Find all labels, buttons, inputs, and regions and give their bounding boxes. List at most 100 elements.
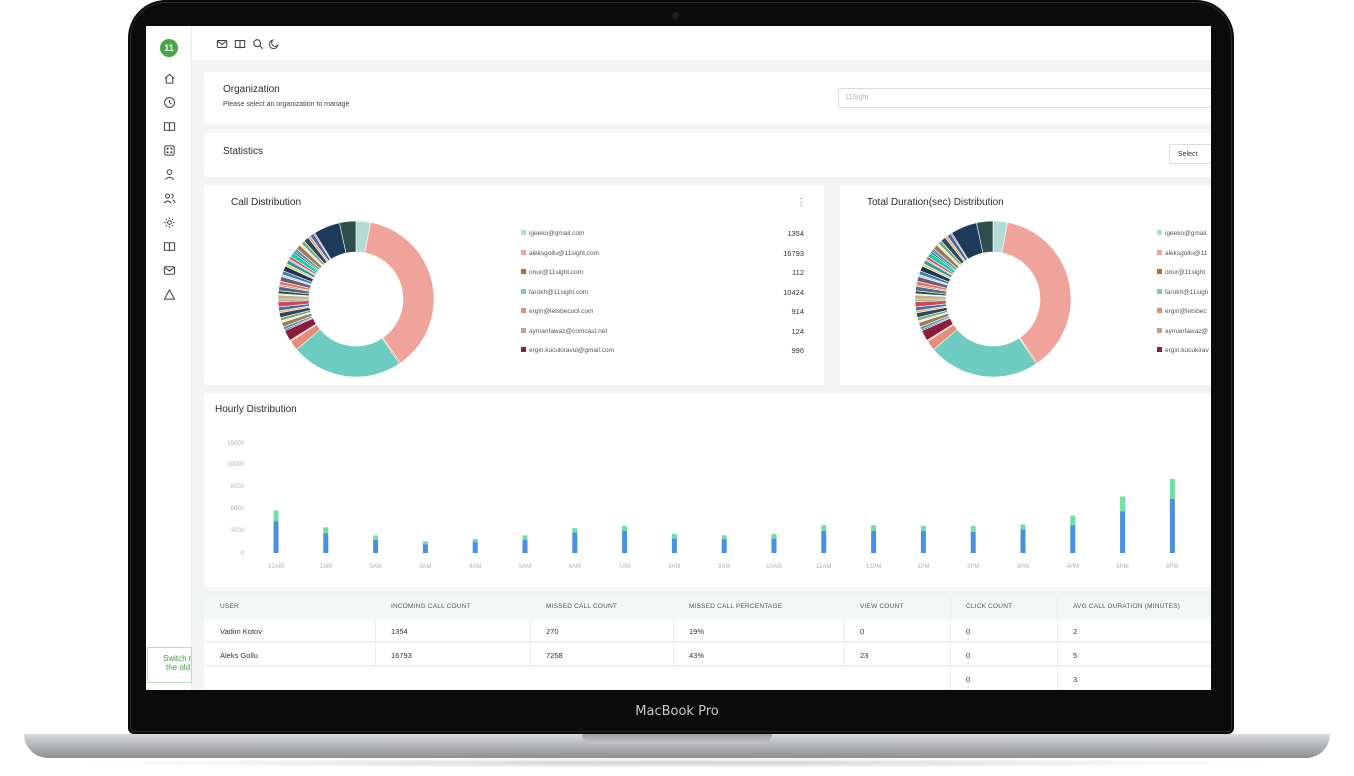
bar-segment-secondary[interactable] (771, 533, 777, 539)
bar-segment-secondary[interactable] (622, 525, 628, 531)
bar-segment-primary[interactable] (622, 531, 628, 553)
cell-avg-duration: 2 (1073, 627, 1078, 636)
bar-segment-secondary[interactable] (920, 525, 926, 531)
bar-segment-primary[interactable] (671, 538, 677, 553)
bar-segment-primary[interactable] (572, 532, 578, 553)
legend-label: igeeko@gmail. (1165, 230, 1209, 237)
legend-item[interactable]: ergin@letsbec (1157, 308, 1207, 318)
search-icon[interactable] (252, 38, 264, 50)
gear-icon[interactable] (163, 216, 176, 229)
legend-item[interactable]: ergin.kucukirav (1157, 347, 1209, 357)
legend-item[interactable]: igeeko@gmail.com (521, 230, 584, 240)
bar-segment-secondary[interactable] (522, 535, 528, 540)
legend-item[interactable]: aleksgollu@11 (1157, 249, 1207, 260)
bar-segment-secondary[interactable] (1120, 496, 1126, 512)
legend-item[interactable]: onur@11sight.com (521, 269, 583, 279)
bar-segment-secondary[interactable] (422, 541, 428, 545)
bar-segment-secondary[interactable] (871, 525, 877, 531)
legend-swatch (521, 230, 526, 235)
book-icon[interactable] (234, 38, 246, 50)
legend-label: onur@11sight.com (529, 269, 584, 276)
bar-segment-secondary[interactable] (1169, 478, 1175, 499)
alert-icon[interactable] (163, 288, 176, 301)
donut-slice[interactable] (364, 222, 435, 364)
bar-segment-secondary[interactable] (671, 533, 677, 539)
bar-segment-secondary[interactable] (970, 525, 976, 532)
bar-segment-primary[interactable] (522, 539, 528, 553)
legend-item[interactable]: aleksgollu@11sight.com (521, 249, 599, 260)
th-missed[interactable]: MISSED CALL COUNT (546, 603, 618, 610)
donut-slice[interactable] (976, 220, 994, 254)
cell-view: 0 (860, 627, 865, 636)
moon-icon[interactable] (268, 38, 280, 50)
bar-segment-primary[interactable] (1169, 498, 1175, 553)
donut-slice[interactable] (1001, 222, 1072, 364)
th-click[interactable]: CLICK COUNT (966, 603, 1013, 610)
duration-distribution-donut (914, 220, 1072, 378)
bar-segment-primary[interactable] (1070, 525, 1076, 553)
mail-icon[interactable] (216, 38, 228, 50)
bar-segment-primary[interactable] (871, 531, 877, 553)
legend-item[interactable]: farokh@11sigh (1157, 288, 1209, 299)
bar-segment-secondary[interactable] (721, 535, 727, 540)
legend-label: ergin@letsbecool.com (529, 308, 594, 315)
bar-segment-secondary[interactable] (1070, 515, 1076, 526)
donut-slice[interactable] (339, 220, 357, 254)
organization-select-input[interactable]: 11Sight (838, 88, 1211, 108)
y-tick-label: 15000 (227, 441, 244, 447)
bar-segment-secondary[interactable] (572, 528, 578, 533)
bar-segment-primary[interactable] (721, 539, 727, 553)
legend-label: igeeko@gmail.com (529, 230, 585, 237)
legend-value: 16793 (783, 248, 804, 258)
topbar (192, 26, 1211, 62)
th-missed-pct[interactable]: MISSED CALL PERCENTAGE (689, 603, 783, 610)
user-icon[interactable] (163, 168, 176, 181)
users-icon[interactable] (163, 192, 176, 205)
legend-label: aymanfawaz@comcast.net (529, 327, 608, 335)
bar-segment-primary[interactable] (970, 531, 976, 553)
table-row[interactable]: 0 3 (204, 667, 1211, 690)
legend-item[interactable]: onur@11sight. (1157, 269, 1207, 279)
mail-icon[interactable] (163, 264, 176, 277)
th-view[interactable]: VIEW COUNT (860, 603, 904, 610)
th-avg-duration[interactable]: AVG CALL DURATION (MINUTES) (1073, 603, 1181, 610)
grid-icon[interactable] (163, 144, 176, 157)
bar-segment-primary[interactable] (273, 521, 279, 553)
bar-segment-primary[interactable] (472, 542, 478, 553)
bar-segment-primary[interactable] (821, 531, 827, 553)
legend-item[interactable]: farokh@11sight.com (521, 288, 588, 299)
statistics-select[interactable]: Select (1169, 144, 1211, 164)
bar-segment-primary[interactable] (373, 539, 379, 553)
bar-segment-secondary[interactable] (273, 510, 279, 522)
bar-segment-primary[interactable] (323, 533, 329, 553)
bar-segment-primary[interactable] (771, 538, 777, 553)
bar-segment-secondary[interactable] (1020, 524, 1026, 530)
x-tick-label: 12AM (268, 564, 284, 570)
bar-segment-primary[interactable] (422, 544, 428, 553)
legend-item[interactable]: aymanfawaz@ (1157, 327, 1208, 338)
clock-icon[interactable] (163, 96, 176, 109)
home-icon[interactable] (163, 72, 176, 85)
th-incoming[interactable]: INCOMING CALL COUNT (391, 603, 471, 610)
kebab-icon[interactable]: ⋮ (796, 197, 806, 208)
bar-segment-secondary[interactable] (373, 535, 379, 540)
hourly-bar-chart: 15000 10000 8000 6000 3000 0 12AM 1AM 2AM 3AM 4AM 5… (227, 441, 1178, 570)
legend-label: farokh@11sigh (1165, 288, 1209, 296)
switch-old-ui-button[interactable]: Switch to the old (147, 647, 192, 683)
legend-item[interactable]: aymanfawaz@comcast.net (521, 327, 608, 338)
bar-segment-secondary[interactable] (821, 525, 827, 531)
legend-item[interactable]: ergin@letsbecool.com (521, 308, 593, 318)
book-open-icon[interactable] (163, 240, 176, 253)
bar-segment-primary[interactable] (920, 531, 926, 553)
app-logo[interactable]: 11 (160, 39, 178, 57)
book-icon[interactable] (163, 120, 176, 133)
bar-segment-secondary[interactable] (472, 539, 478, 542)
table-row[interactable]: Aleks Gollu 16793 7258 43% 23 0 5 (204, 643, 1211, 666)
legend-item[interactable]: ergin.kucukiravul@gmail.com (521, 347, 614, 357)
th-user[interactable]: USER (220, 603, 239, 610)
table-row[interactable]: Vadim Kotov 1354 270 19% 0 0 2 (204, 619, 1211, 642)
legend-item[interactable]: igeeko@gmail. (1157, 230, 1208, 240)
bar-segment-secondary[interactable] (323, 527, 329, 534)
bar-segment-primary[interactable] (1120, 511, 1126, 553)
bar-segment-primary[interactable] (1020, 529, 1026, 553)
